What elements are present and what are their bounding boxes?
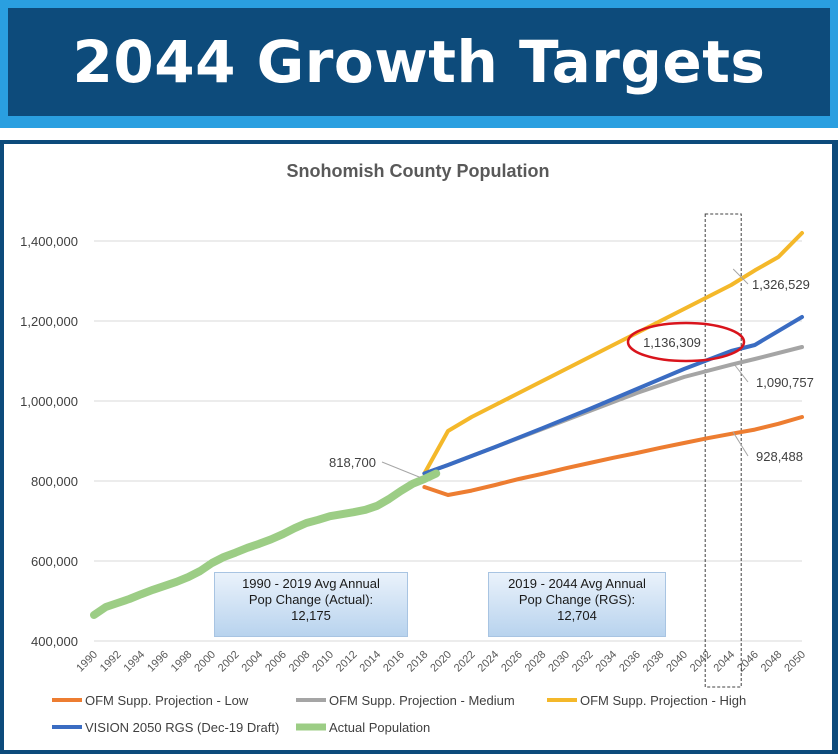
chart-frame: Snohomish County Population 1,400,000 1,20… — [0, 140, 838, 754]
x-tick-label: 2028 — [523, 649, 549, 675]
x-tick-label: 2012 — [334, 649, 360, 675]
x-tick-label: 2030 — [546, 649, 572, 675]
series-line-0 — [422, 415, 804, 497]
actual-box-line2: Pop Change (Actual): — [248, 592, 374, 607]
y-tick-label: 1,400,000 — [20, 234, 78, 249]
x-tick-label: 2010 — [310, 649, 336, 675]
x-tick-label: 2048 — [759, 649, 785, 675]
x-tick-label: 2014 — [358, 649, 384, 675]
x-tick-label: 2026 — [499, 649, 525, 675]
highlight-ellipse — [626, 321, 746, 363]
rgs-box-line2: Pop Change (RGS): — [518, 592, 636, 607]
y-tick-label: 400,000 — [31, 634, 78, 649]
legend-label: OFM Supp. Projection - High — [580, 693, 746, 708]
leader-line — [732, 362, 749, 383]
x-tick-label: 2022 — [452, 649, 478, 675]
x-tick-label: 2004 — [240, 649, 266, 675]
x-tick-label: 2050 — [782, 649, 808, 675]
actual-box-line1: 1990 - 2019 Avg Annual — [242, 576, 380, 591]
x-tick-label: 2042 — [688, 649, 714, 675]
leader-line — [732, 431, 749, 457]
title-band: 2044 Growth Targets — [0, 0, 838, 128]
page-title: 2044 Growth Targets — [72, 28, 766, 96]
label-1090757: 1,090,757 — [756, 375, 814, 390]
x-tick-label: 1996 — [145, 649, 171, 675]
actual-box-line3: 12,175 — [291, 608, 331, 623]
legend-label: OFM Supp. Projection - Medium — [329, 693, 515, 708]
x-tick-label: 2034 — [594, 649, 620, 675]
x-tick-label: 2016 — [381, 649, 407, 675]
label-1136309: 1,136,309 — [643, 335, 701, 350]
title-banner: 2044 Growth Targets — [8, 8, 830, 116]
series-line-3 — [422, 315, 804, 476]
x-tick-label: 2038 — [641, 649, 667, 675]
x-tick-label: 2044 — [712, 649, 738, 675]
x-tick-label: 2018 — [405, 649, 431, 675]
label-928488: 928,488 — [756, 449, 803, 464]
rgs-box-line3: 12,704 — [557, 608, 597, 623]
highlight-2044-box — [704, 213, 742, 688]
x-tick-label: 2036 — [617, 649, 643, 675]
x-tick-label: 2008 — [287, 649, 313, 675]
x-tick-label: 2002 — [216, 649, 242, 675]
leader-line — [381, 461, 421, 478]
label-1326529: 1,326,529 — [752, 277, 810, 292]
rgs-change-box: 2019 - 2044 Avg Annual Pop Change (RGS):… — [488, 572, 666, 637]
x-tick-label: 2006 — [263, 649, 289, 675]
series-line-2 — [422, 231, 804, 476]
legend-label: OFM Supp. Projection - Low — [85, 693, 249, 708]
legend-label: Actual Population — [329, 720, 430, 735]
rgs-box-line1: 2019 - 2044 Avg Annual — [508, 576, 646, 591]
series-line-4 — [90, 469, 441, 619]
actual-change-box: 1990 - 2019 Avg Annual Pop Change (Actua… — [214, 572, 408, 637]
y-tick-label: 800,000 — [31, 474, 78, 489]
legend-label: VISION 2050 RGS (Dec-19 Draft) — [85, 720, 279, 735]
x-tick-label: 2032 — [570, 649, 596, 675]
population-line-chart: Snohomish County Population 1,400,000 1,20… — [20, 161, 814, 735]
chart-area: Snohomish County Population 1,400,000 1,20… — [4, 144, 832, 750]
label-818700: 818,700 — [329, 455, 376, 470]
chart-title: Snohomish County Population — [287, 161, 550, 181]
y-tick-label: 1,200,000 — [20, 314, 78, 329]
x-tick-label: 1990 — [74, 649, 100, 675]
x-tick-label: 1994 — [122, 649, 148, 675]
y-tick-label: 1,000,000 — [20, 394, 78, 409]
leader-line — [732, 268, 749, 285]
x-tick-label: 2000 — [192, 649, 218, 675]
x-tick-label: 1998 — [169, 649, 195, 675]
x-tick-label: 2040 — [664, 649, 690, 675]
x-tick-label: 2046 — [735, 649, 761, 675]
x-tick-label: 2024 — [476, 649, 502, 675]
x-tick-label: 1992 — [98, 649, 124, 675]
x-tick-label: 2020 — [428, 649, 454, 675]
y-tick-label: 600,000 — [31, 554, 78, 569]
